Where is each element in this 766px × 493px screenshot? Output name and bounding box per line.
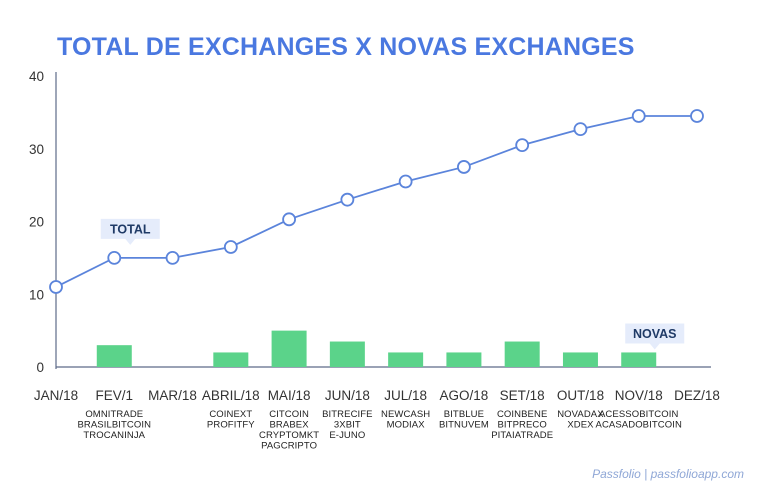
bar-novas	[446, 352, 482, 367]
exchange-name-label: XDEX	[567, 420, 594, 431]
point-total	[165, 250, 180, 265]
exchange-name-label: NOVADAX	[557, 409, 604, 420]
exchange-name-label: CITCOIN	[269, 409, 309, 420]
series-line-total	[55, 115, 697, 288]
exchange-name-label: MODIAX	[387, 420, 426, 431]
y-tick-label: 30	[29, 142, 44, 157]
point-total	[631, 109, 646, 123]
footer-credit: Passfolio | passfolioapp.com	[592, 467, 744, 481]
exchange-name-label: E-JUNO	[329, 430, 365, 441]
chart-title: TOTAL DE EXCHANGES X NOVAS EXCHANGES	[57, 33, 635, 61]
exchange-name-label: BITRECIFE	[322, 409, 373, 420]
exchange-name-label: COINBENE	[497, 409, 547, 420]
exchange-name-label: PROFITFY	[207, 420, 255, 431]
exchange-name-label: ACASADOBITCOIN	[596, 420, 682, 431]
bar-novas	[621, 352, 657, 367]
callout-novas-label: NOVAS	[633, 327, 677, 341]
bar-novas	[271, 330, 307, 367]
y-tick-label: 20	[29, 215, 44, 230]
exchange-name-label: BITPRECO	[497, 420, 546, 431]
x-tick-label: NOV/18	[615, 388, 663, 403]
exchange-name-label: BRASILBITCOIN	[77, 420, 151, 431]
bar-novas	[329, 341, 365, 367]
point-total	[398, 174, 413, 189]
y-tick-label: 10	[29, 287, 44, 302]
point-total	[282, 212, 296, 227]
exchange-name-label: BITNUVEM	[439, 420, 489, 431]
x-tick-label: JUN/18	[325, 388, 370, 403]
exchange-name-label: BITBLUE	[444, 409, 484, 420]
point-total	[573, 122, 588, 137]
exchange-name-label: PAGCRIPTO	[261, 441, 317, 452]
bar-novas	[96, 345, 132, 367]
x-tick-label: AGO/18	[440, 388, 489, 403]
callout-novas-background	[625, 323, 685, 350]
y-tick-label: 0	[36, 360, 44, 375]
x-tick-label: JAN/18	[34, 388, 78, 403]
callout-total-background	[100, 218, 160, 245]
exchange-name-label: BRABEX	[270, 420, 310, 431]
exchange-name-label: CRYPTOMKT	[259, 430, 319, 441]
x-tick-label: FEV/1	[96, 388, 134, 403]
exchange-name-label: TROCANINJA	[83, 430, 145, 441]
exchange-name-label: ACESSOBITCOIN	[599, 409, 678, 420]
x-tick-label: DEZ/18	[674, 388, 720, 403]
point-total	[690, 109, 704, 123]
point-total	[49, 280, 63, 294]
bar-novas	[388, 352, 424, 367]
x-tick-label: MAR/18	[148, 388, 197, 403]
exchange-name-label: OMNITRADE	[85, 409, 143, 420]
bar-novas	[213, 352, 249, 367]
x-tick-label: OUT/18	[557, 388, 604, 403]
exchange-name-label: NEWCASH	[381, 409, 430, 420]
bar-novas	[562, 352, 598, 367]
callout-total-label: TOTAL	[110, 222, 151, 236]
y-tick-label: 40	[29, 69, 44, 84]
callout-total: TOTAL	[100, 218, 160, 245]
callout-novas: NOVAS	[625, 323, 685, 350]
x-tick-label: ABRIL/18	[202, 388, 260, 403]
point-total	[515, 138, 530, 153]
exchange-name-label: COINEXT	[209, 409, 252, 420]
point-total	[457, 160, 471, 174]
point-total	[107, 250, 122, 265]
bar-novas	[504, 341, 540, 367]
point-total	[340, 192, 355, 207]
x-tick-label: JUL/18	[384, 388, 427, 403]
x-tick-label: SET/18	[500, 388, 545, 403]
exchange-name-label: 3XBIT	[334, 420, 361, 431]
exchange-name-label: PITAIATRADE	[491, 430, 553, 441]
point-total	[223, 240, 238, 254]
x-tick-label: MAI/18	[268, 388, 311, 403]
